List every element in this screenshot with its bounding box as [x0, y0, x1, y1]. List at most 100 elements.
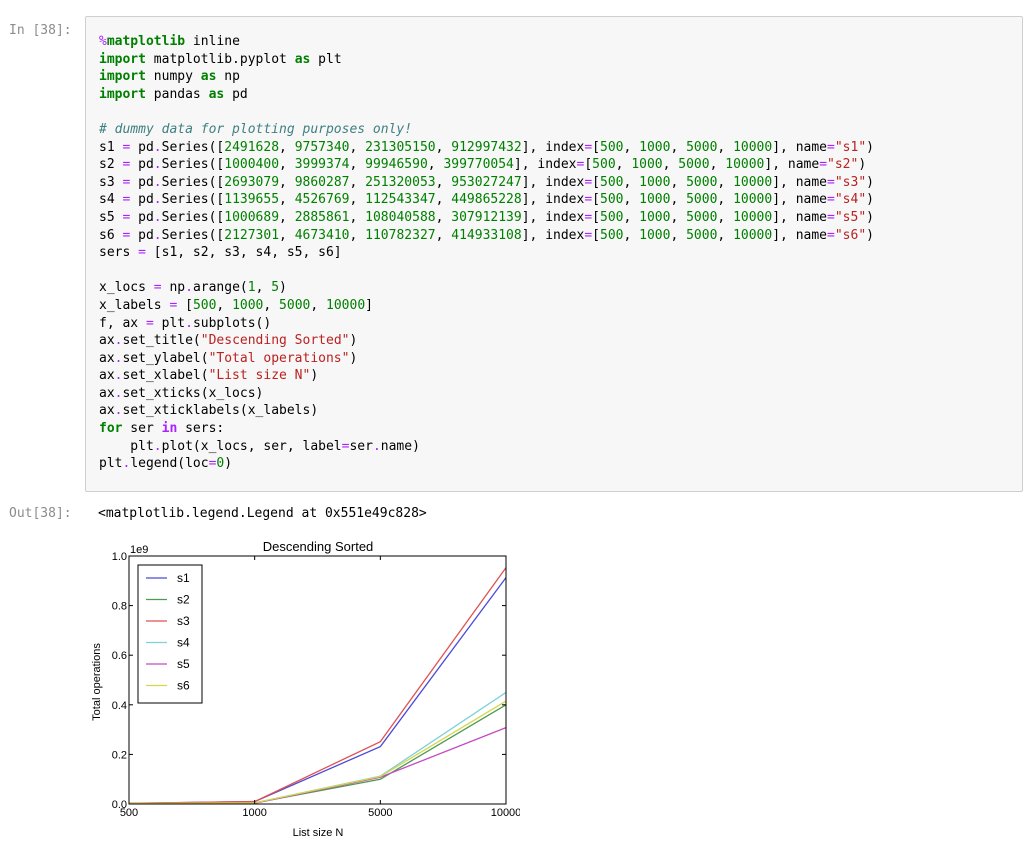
code-token: inline: [185, 34, 240, 49]
code-token: ], index: [521, 227, 585, 243]
code-token: plt: [310, 51, 342, 67]
code-token: ,: [279, 227, 295, 243]
code-token: 1000689: [224, 209, 280, 225]
code-token: 110782327: [365, 227, 436, 243]
code-token: as: [294, 51, 311, 67]
code-token: 500: [600, 227, 624, 243]
code-token: =: [584, 139, 593, 155]
code-token: 10000: [733, 139, 773, 155]
code-token: [: [592, 139, 600, 155]
code-token: plt: [153, 315, 186, 331]
code-token: s1: [99, 139, 123, 155]
code-token: "s1": [834, 139, 867, 155]
code-line: x_labels = [500, 1000, 5000, 10000]: [99, 297, 874, 315]
series-line-s3: [128, 567, 507, 804]
code-token: ): [349, 333, 358, 349]
code-token: .: [114, 333, 123, 349]
code-line: ax.set_xlabel("List size N"): [99, 367, 874, 385]
code-token: ,: [263, 297, 280, 313]
code-line: for ser in sers:: [99, 420, 874, 438]
code-token: .: [372, 438, 381, 454]
code-token: 10000: [733, 192, 773, 208]
code-token: ,: [717, 227, 734, 243]
code-token: =: [169, 297, 178, 313]
code-token: 10000: [326, 297, 366, 313]
code-token: [: [592, 209, 600, 225]
code-token: ]: [365, 297, 373, 313]
code-token: ): [866, 139, 874, 155]
legend-label-s6: s6: [177, 679, 190, 693]
code-token: matplotlib.pyplot: [145, 51, 295, 67]
code-token: 5000: [686, 227, 718, 243]
code-token: =: [827, 174, 835, 190]
code-token: ax: [99, 333, 115, 349]
code-token: %: [99, 34, 107, 49]
legend: s1 s2 s3 s4 s5 s6: [137, 564, 203, 704]
code-token: .: [153, 139, 162, 155]
code-token: import: [99, 51, 146, 67]
code-token: 108040588: [365, 209, 436, 225]
code-token: 10000: [725, 157, 765, 173]
code-token: ,: [717, 174, 734, 190]
code-token: 10000: [733, 209, 773, 225]
code-token: ser: [122, 421, 162, 437]
code-token: [: [177, 297, 193, 313]
code-token: ): [279, 280, 287, 296]
code-token: s2: [99, 157, 123, 173]
code-token: set_xlabel(: [122, 368, 209, 384]
code-token: ], index: [521, 174, 585, 190]
code-token: Series([: [161, 174, 225, 190]
code-token: ,: [435, 174, 452, 190]
code-editor[interactable]: %matplotlib inline import matplotlib.pypl…: [99, 33, 874, 473]
code-token: s3: [99, 174, 123, 190]
code-token: "Total operations": [208, 350, 350, 366]
code-token: 1000: [639, 139, 671, 155]
code-token: ): [349, 350, 358, 366]
code-token: ,: [623, 209, 640, 225]
code-token: ,: [623, 174, 640, 190]
code-token: .: [114, 350, 123, 366]
code-token: ,: [349, 174, 366, 190]
code-token: set_xticklabels(x_labels): [122, 403, 319, 419]
code-token: name): [380, 438, 420, 454]
code-token: ,: [349, 192, 366, 208]
line-chart: Descending Sorted 1e9 Total operations L…: [91, 539, 520, 839]
code-token: pd: [130, 227, 154, 243]
code-token: ,: [670, 174, 687, 190]
code-token: matplotlib: [106, 34, 186, 49]
code-token: [s1, s2, s3, s4, s5, s6]: [145, 245, 342, 261]
code-token: set_xticks(x_locs): [122, 385, 264, 401]
code-token: 5000: [686, 209, 718, 225]
series-line-s4: [128, 691, 507, 805]
code-token: subplots(): [192, 315, 272, 331]
code-token: ,: [349, 227, 366, 243]
code-token: 500: [600, 139, 624, 155]
code-line: s4 = pd.Series([1139655, 4526769, 112543…: [99, 191, 874, 209]
code-token: ): [866, 192, 874, 208]
code-token: 9757340: [294, 139, 350, 155]
code-token: arange(: [192, 280, 248, 296]
code-line: import pandas as pd: [99, 86, 874, 104]
code-token: ,: [670, 227, 687, 243]
code-token: Series([: [161, 192, 225, 208]
code-line: s6 = pd.Series([2127301, 4673410, 110782…: [99, 227, 874, 245]
code-cell-input[interactable]: %matplotlib inline import matplotlib.pypl…: [85, 16, 1023, 492]
code-token: ,: [435, 139, 452, 155]
x-tick-label: 5000: [368, 807, 392, 819]
code-token: =: [584, 192, 593, 208]
legend-label-s1: s1: [177, 571, 190, 585]
code-token: =: [827, 227, 835, 243]
code-token: "s2": [827, 157, 859, 173]
code-token: pandas: [145, 86, 209, 102]
code-token: =: [145, 315, 154, 331]
code-token: 3999374: [294, 157, 350, 173]
output-prompt: Out[38]:: [9, 506, 72, 521]
code-token: ,: [279, 157, 295, 173]
code-line: s1 = pd.Series([2491628, 9757340, 231305…: [99, 139, 874, 157]
code-token: =: [122, 139, 131, 155]
code-token: ,: [717, 139, 734, 155]
legend-label-s3: s3: [177, 614, 190, 628]
code-token: ,: [279, 174, 295, 190]
code-token: 5000: [686, 139, 718, 155]
code-token: 1139655: [224, 192, 280, 208]
